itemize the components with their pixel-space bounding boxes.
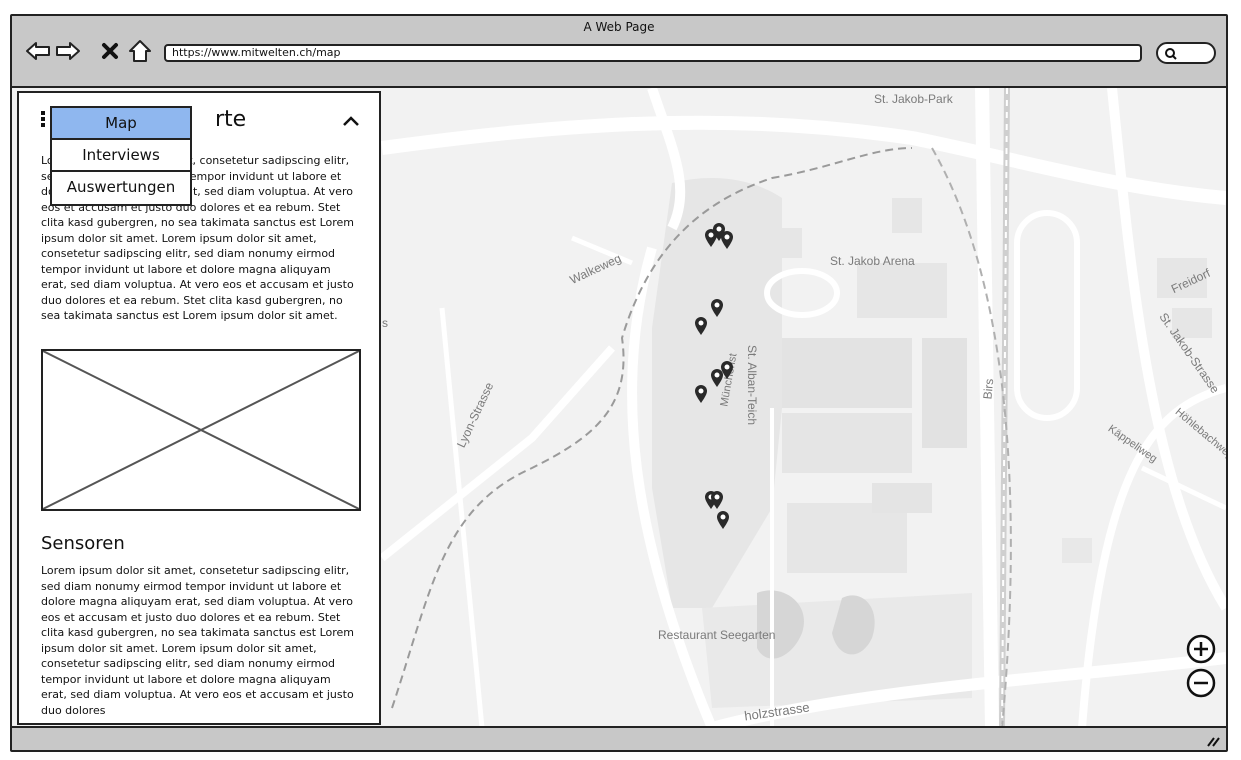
address-bar[interactable]: https://www.mitwelten.ch/map: [164, 44, 1142, 62]
sensor-pin-marker-icon[interactable]: [710, 490, 724, 510]
back-arrow-icon[interactable]: [24, 38, 52, 64]
navigation-dropdown-menu: Map Interviews Auswertungen: [50, 106, 192, 206]
map-label-restaurant-seegarten: Restaurant Seegarten: [658, 628, 776, 642]
section-heading-sensoren: Sensoren: [41, 533, 125, 554]
sensor-pin-marker-icon[interactable]: [716, 510, 730, 530]
menu-item-map[interactable]: Map: [52, 108, 190, 140]
map-label-st-alban-teich: St. Alban-Teich: [745, 344, 760, 426]
map-basemap: [379, 88, 1226, 728]
browser-window: A Web Page https://www.mitwelten.ch/map: [10, 14, 1228, 752]
status-bar: [12, 726, 1226, 750]
resize-grip-icon[interactable]: [1204, 732, 1222, 748]
chevron-up-icon[interactable]: [341, 113, 361, 129]
sensor-pin-marker-icon[interactable]: [720, 230, 734, 250]
image-placeholder: [41, 349, 361, 511]
sensor-pin-marker-icon[interactable]: [710, 368, 724, 388]
title-bar: A Web Page https://www.mitwelten.ch/map: [12, 16, 1226, 88]
menu-kebab-icon[interactable]: [41, 111, 49, 131]
plus-circle-icon: [1186, 634, 1216, 664]
sensor-pin-marker-icon[interactable]: [720, 360, 734, 380]
map-label-birs: Birs: [980, 378, 997, 400]
search-icon: [1165, 48, 1177, 60]
menu-item-interviews[interactable]: Interviews: [52, 140, 190, 172]
stop-x-icon[interactable]: [100, 38, 120, 64]
map-label-edge: s: [382, 316, 388, 330]
sensor-pin-marker-icon[interactable]: [704, 228, 718, 248]
window-title: A Web Page: [583, 20, 655, 34]
forward-arrow-icon[interactable]: [54, 38, 82, 64]
zoom-in-button[interactable]: [1186, 634, 1216, 664]
menu-item-auswertungen[interactable]: Auswertungen: [66, 178, 176, 196]
sensoren-text: Lorem ipsum dolor sit amet, consetetur s…: [41, 564, 355, 717]
sensor-pin-marker-icon[interactable]: [694, 316, 708, 336]
map-label-st-jakob-arena: St. Jakob Arena: [830, 254, 915, 268]
sensor-pin-marker-icon[interactable]: [694, 384, 708, 404]
sensor-pin-marker-icon[interactable]: [710, 298, 724, 318]
search-button[interactable]: [1156, 42, 1216, 64]
home-icon[interactable]: [126, 38, 154, 64]
panel-title: rte: [215, 107, 247, 132]
map-label-st-jakob-park: St. Jakob-Park: [874, 92, 953, 106]
minus-circle-icon: [1186, 668, 1216, 698]
zoom-out-button[interactable]: [1186, 668, 1216, 698]
panel-intro-text: Lorem ipsum dolor sit amet, consetetur s…: [41, 154, 355, 322]
